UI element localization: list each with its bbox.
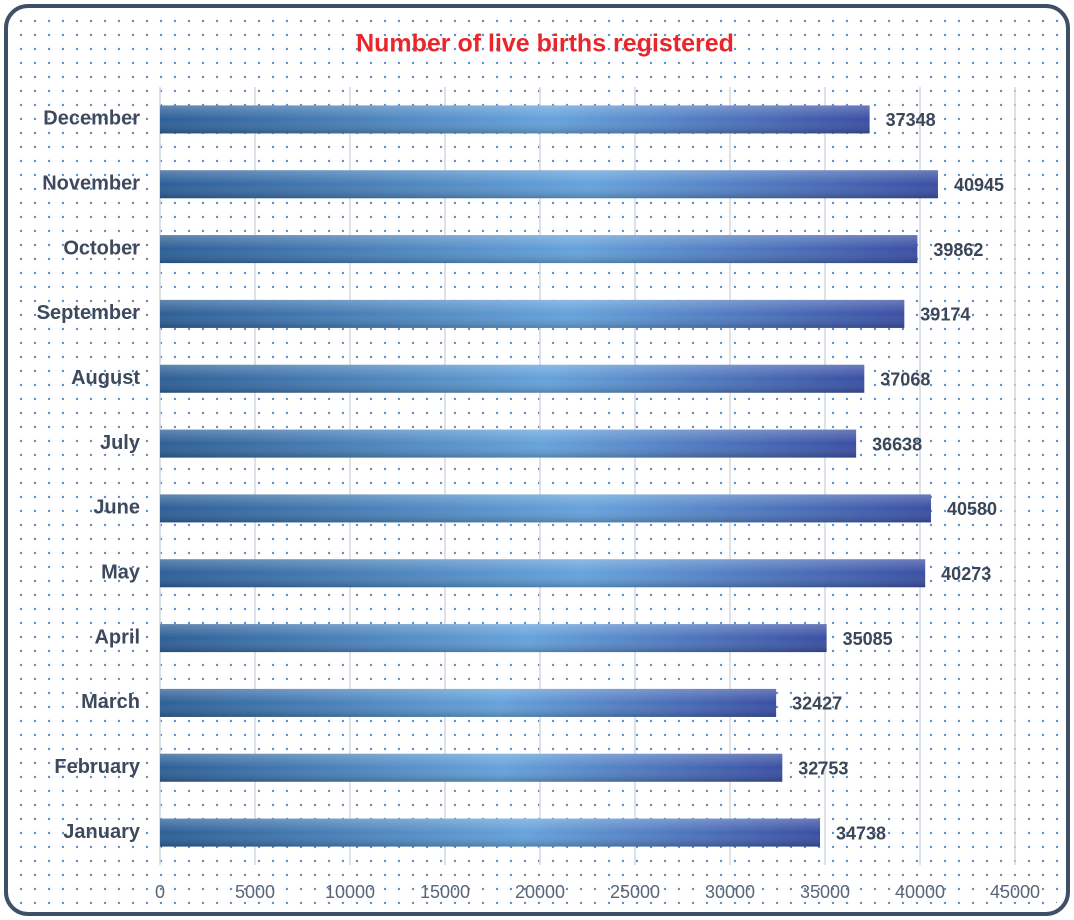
value-label: 40273 bbox=[941, 564, 991, 584]
x-tick-label: 10000 bbox=[325, 882, 375, 902]
x-tick-label: 25000 bbox=[610, 882, 660, 902]
y-tick-label: August bbox=[71, 367, 140, 389]
value-label: 35085 bbox=[843, 629, 893, 649]
bar-shade bbox=[160, 429, 857, 458]
y-tick-label: January bbox=[63, 821, 141, 843]
y-tick-label: March bbox=[81, 691, 140, 713]
bar-shade bbox=[160, 170, 938, 199]
y-tick-label: July bbox=[100, 432, 141, 454]
x-tick-label: 40000 bbox=[895, 882, 945, 902]
value-label: 34738 bbox=[836, 823, 886, 843]
y-tick-label: October bbox=[63, 237, 140, 259]
bar-shade bbox=[160, 105, 870, 134]
value-label: 32753 bbox=[798, 759, 848, 779]
x-tick-label: 30000 bbox=[705, 882, 755, 902]
bar-shade bbox=[160, 299, 905, 328]
x-tick-label: 5000 bbox=[235, 882, 275, 902]
value-label: 36638 bbox=[872, 434, 922, 454]
bar-shade bbox=[160, 494, 932, 523]
bar-shade bbox=[160, 688, 777, 717]
bar-shade bbox=[160, 559, 926, 588]
bar-shade bbox=[160, 235, 918, 264]
y-tick-label: June bbox=[93, 497, 140, 519]
value-label: 37348 bbox=[886, 110, 936, 130]
x-tick-label: 0 bbox=[155, 882, 165, 902]
bar-shade bbox=[160, 753, 783, 782]
y-tick-label: November bbox=[42, 173, 140, 195]
value-label: 39174 bbox=[920, 305, 970, 325]
value-label: 40580 bbox=[947, 499, 997, 519]
bar-shade bbox=[160, 818, 821, 847]
y-tick-label: September bbox=[37, 302, 141, 324]
x-tick-label: 20000 bbox=[515, 882, 565, 902]
value-label: 40945 bbox=[954, 175, 1004, 195]
value-label: 37068 bbox=[880, 370, 930, 390]
value-label: 32427 bbox=[792, 694, 842, 714]
x-tick-label: 15000 bbox=[420, 882, 470, 902]
x-tick-label: 45000 bbox=[990, 882, 1040, 902]
y-tick-label: December bbox=[43, 108, 140, 130]
x-tick-label: 35000 bbox=[800, 882, 850, 902]
value-label: 39862 bbox=[933, 240, 983, 260]
bar-shade bbox=[160, 364, 865, 393]
chart-title: Number of live births registered bbox=[356, 30, 734, 58]
y-tick-label: April bbox=[94, 626, 140, 648]
y-tick-label: February bbox=[54, 756, 140, 778]
bar-shade bbox=[160, 624, 827, 653]
y-tick-label: May bbox=[101, 562, 141, 584]
